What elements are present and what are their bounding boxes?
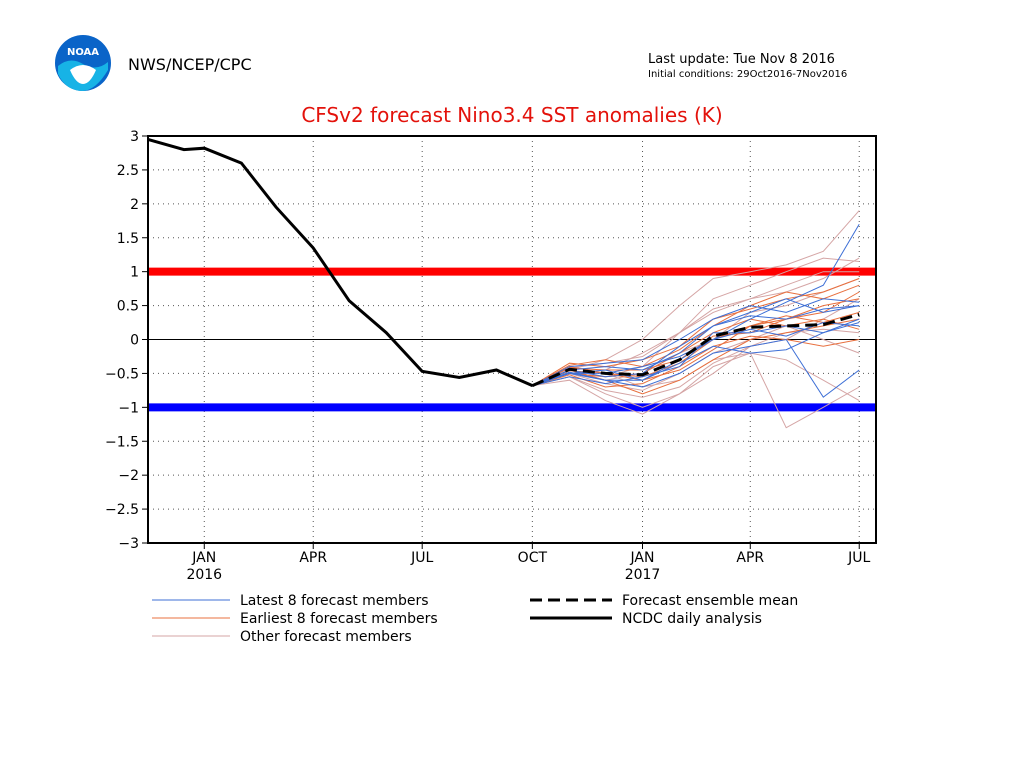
last-update-label: Last update: Tue Nov 8 2016 (648, 52, 835, 67)
x-tick-year-label: 2017 (625, 567, 661, 583)
forecast-member-line (532, 257, 860, 387)
x-tick-label: APR (736, 550, 764, 566)
agency-label: NWS/NCEP/CPC (128, 55, 252, 74)
y-tick-label: 1.5 (117, 231, 139, 247)
forecast-member-line (532, 210, 860, 387)
x-tick-label: JUL (410, 550, 433, 566)
forecast-member-line (532, 298, 860, 387)
y-tick-label: 0.5 (117, 299, 139, 315)
legend-label: NCDC daily analysis (622, 611, 762, 627)
legend-label: Other forecast members (240, 629, 412, 645)
y-tick-label: −1.5 (105, 434, 139, 450)
forecast-member-lines (532, 210, 860, 429)
y-tick-label: 3 (130, 129, 139, 145)
forecast-member-line (532, 328, 860, 398)
ncdc-analysis-line (147, 137, 533, 387)
x-tick-label: JUL (847, 550, 870, 566)
legend-label: Earliest 8 forecast members (240, 611, 438, 627)
y-tick-label: −1 (118, 400, 139, 416)
forecast-member-line (532, 223, 860, 387)
chart-title: CFSv2 forecast Nino3.4 SST anomalies (K) (301, 103, 722, 127)
legend: Latest 8 forecast members Earliest 8 fore… (152, 593, 798, 645)
y-tick-label: −2 (118, 468, 139, 484)
forecast-member-line (532, 305, 860, 387)
x-tick-year-label: 2016 (186, 567, 222, 583)
y-axis-ticks: 3 2.5 2 1.5 1 0.5 0 −0.5 −1 −1.5 −2 −2.5 −3 (105, 129, 148, 552)
forecast-member-line (532, 335, 860, 388)
forecast-member-line (532, 338, 860, 398)
initial-conditions-label: Initial conditions: 29Oct2016-7Nov2016 (648, 69, 847, 80)
legend-label: Latest 8 forecast members (240, 593, 429, 609)
x-tick-label: APR (299, 550, 327, 566)
legend-label: Forecast ensemble mean (622, 593, 798, 609)
y-tick-label: −3 (118, 536, 139, 552)
y-tick-label: −2.5 (105, 502, 139, 518)
ensemble-mean-line (531, 312, 860, 387)
forecast-member-line (532, 322, 860, 387)
forecast-member-line (532, 318, 860, 387)
forecast-member-line (532, 352, 860, 429)
threshold-lines (148, 267, 876, 412)
forecast-member-line (532, 284, 860, 387)
y-tick-label: 1 (130, 265, 139, 281)
x-tick-label: OCT (518, 550, 548, 566)
main-series-lines (147, 137, 860, 387)
noaa-logo: NOAA (55, 35, 111, 91)
forecast-member-line (532, 278, 860, 387)
noaa-logo-text: NOAA (67, 47, 99, 58)
x-tick-label: JAN (191, 550, 216, 566)
y-tick-label: 0 (130, 333, 139, 349)
y-tick-label: 2 (130, 197, 139, 213)
x-tick-label: JAN (630, 550, 655, 566)
y-tick-label: −0.5 (105, 366, 139, 382)
forecast-member-line (532, 321, 860, 387)
y-tick-label: 2.5 (117, 163, 139, 179)
